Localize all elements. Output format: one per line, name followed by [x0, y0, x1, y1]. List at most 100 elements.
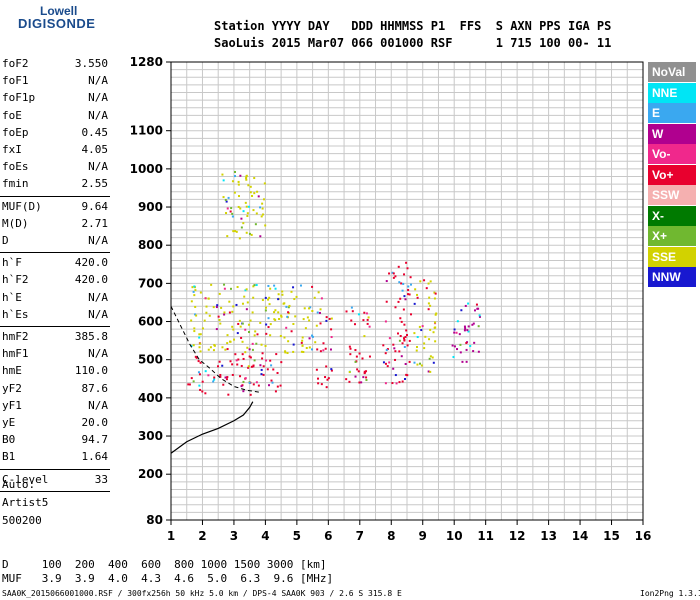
echo-point: [316, 348, 319, 351]
echo-point: [247, 184, 250, 187]
echo-point: [194, 289, 197, 292]
echo-point: [190, 377, 193, 380]
echo-point: [398, 350, 401, 353]
echo-point: [384, 382, 387, 385]
chart-points: [187, 170, 481, 396]
echo-point: [267, 326, 270, 329]
param-row: fmin 2.55: [2, 177, 108, 193]
echo-point: [261, 357, 264, 360]
echo-point: [388, 337, 391, 340]
echo-point: [246, 212, 249, 215]
param-value: N/A: [88, 91, 108, 105]
echo-point: [315, 324, 318, 327]
echo-point: [362, 376, 365, 379]
param-label: hmF2: [2, 330, 29, 343]
echo-point: [239, 174, 242, 177]
echo-point: [219, 373, 222, 376]
echo-point: [229, 210, 232, 213]
echo-point: [247, 366, 250, 369]
echo-point: [277, 293, 280, 296]
param-row: B0 94.7: [2, 433, 108, 449]
echo-point: [198, 336, 201, 339]
echo-point: [453, 328, 456, 331]
muf-curve: [170, 306, 260, 393]
echo-point: [348, 345, 351, 348]
echo-point: [473, 309, 476, 312]
footer-distance-row: D 100 200 400 600 800 1000 1500 3000 [km…: [2, 558, 327, 571]
echo-point: [208, 314, 211, 317]
echo-point: [249, 185, 252, 188]
echo-point: [465, 360, 468, 363]
echo-point: [472, 322, 475, 325]
echo-point: [245, 308, 248, 311]
echo-point: [213, 376, 216, 379]
echo-point: [406, 374, 409, 377]
echo-point: [229, 360, 232, 363]
echo-point: [325, 365, 328, 368]
echo-point: [276, 385, 279, 388]
echo-point: [428, 296, 431, 299]
param-value: 110.0: [74, 364, 108, 378]
param-row: h`F2 420.0: [2, 273, 108, 289]
echo-point: [403, 295, 406, 298]
echo-point: [245, 177, 248, 180]
echo-point: [259, 321, 262, 324]
param-row: h`Es N/A: [2, 308, 108, 324]
echo-point: [404, 298, 407, 301]
echo-point: [225, 212, 228, 215]
echo-point: [193, 330, 196, 333]
echo-point: [382, 344, 385, 347]
echo-point: [330, 369, 333, 372]
echo-point: [193, 327, 196, 330]
echo-point: [251, 194, 254, 197]
param-value: 4.05: [81, 143, 109, 156]
echo-point: [407, 293, 410, 296]
echo-point: [231, 363, 234, 366]
echo-point: [427, 302, 430, 305]
echo-point: [265, 359, 268, 362]
echo-point: [255, 342, 258, 345]
echo-point: [292, 343, 295, 346]
echo-point: [204, 370, 207, 373]
echo-point: [433, 297, 436, 300]
echo-point: [245, 175, 248, 178]
param-label: hmE: [2, 364, 22, 378]
echo-point: [327, 377, 330, 380]
echo-point: [476, 307, 479, 310]
echo-point: [400, 282, 403, 285]
echo-point: [204, 297, 207, 300]
echo-point: [429, 370, 432, 373]
y-tick-label: 1100: [130, 124, 163, 138]
echo-point: [255, 212, 258, 215]
param-value: 0.45: [81, 125, 109, 139]
echo-point: [274, 309, 277, 312]
echo-point: [478, 314, 481, 317]
echo-point: [348, 371, 351, 374]
echo-point: [279, 384, 282, 387]
echo-point: [392, 272, 395, 275]
echo-point: [223, 313, 226, 316]
echo-point: [227, 196, 230, 199]
param-value: N/A: [88, 234, 108, 247]
param-value: N/A: [88, 160, 108, 174]
param-label: MUF(D): [2, 199, 42, 213]
echo-point: [467, 330, 470, 333]
echo-point: [365, 379, 368, 382]
param-label: fxI: [2, 143, 22, 156]
echo-point: [240, 217, 243, 220]
echo-point: [279, 334, 282, 337]
echo-point: [354, 360, 357, 363]
echo-point: [205, 311, 208, 314]
echo-point: [349, 353, 352, 356]
echo-point: [429, 280, 432, 283]
echo-point: [264, 224, 267, 227]
echo-point: [225, 200, 228, 203]
echo-point: [250, 365, 253, 368]
echo-point: [237, 322, 240, 325]
echo-point: [226, 207, 229, 210]
echo-point: [423, 342, 426, 345]
echo-point: [394, 350, 397, 353]
echo-point: [237, 358, 240, 361]
echo-point: [403, 323, 406, 326]
echo-point: [329, 348, 332, 351]
